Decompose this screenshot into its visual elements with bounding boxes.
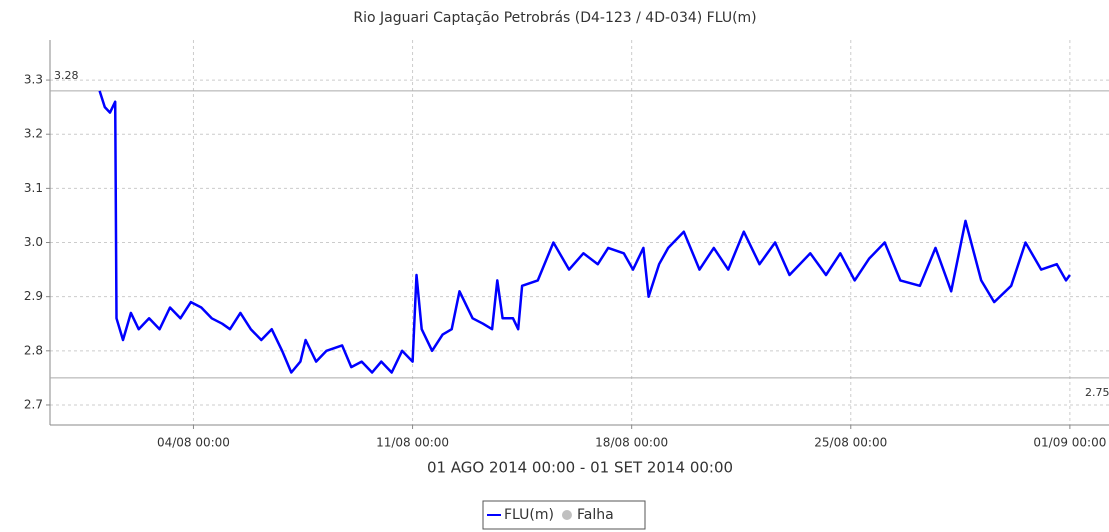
legend-label: FLU(m) [504,507,554,523]
y-tick-label: 3.2 [24,127,43,141]
y-tick-label: 2.7 [24,397,43,411]
x-tick-label: 25/08 00:00 [814,436,887,450]
y-tick-label: 3.0 [24,235,43,249]
reference-label: 3.28 [54,69,79,82]
y-tick-label: 3.3 [24,73,43,87]
x-tick-label: 18/08 00:00 [595,436,668,450]
x-axis-subtitle: 01 AGO 2014 00:00 - 01 SET 2014 00:00 [427,459,733,477]
y-tick-label: 2.8 [24,343,43,357]
x-tick-label: 01/09 00:00 [1033,436,1106,450]
series-line [98,90,1071,374]
reference-label: 2.75 [1085,386,1109,399]
y-tick-label: 2.9 [24,289,43,303]
y-tick-label: 3.1 [24,181,43,195]
x-tick-label: 11/08 00:00 [376,436,449,450]
chart-title: Rio Jaguari Captação Petrobrás (D4-123 /… [353,10,756,26]
legend-marker [561,510,572,520]
x-tick-label: 04/08 00:00 [157,436,230,450]
legend-label: Falha [577,507,614,523]
